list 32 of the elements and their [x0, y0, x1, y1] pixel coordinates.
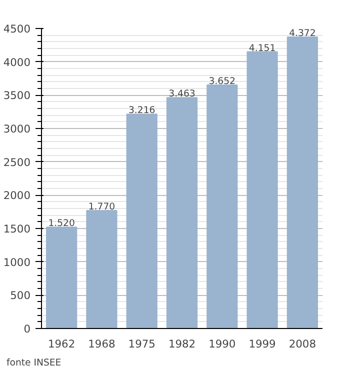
y-tick-label: 3000: [3, 122, 31, 136]
y-tick-label: 1500: [3, 222, 31, 236]
y-tick-label: 4000: [3, 56, 31, 69]
x-tick-label: 2008: [288, 338, 316, 350]
y-tick-label: 0: [24, 322, 31, 336]
x-tick-label: 1990: [208, 338, 236, 350]
bar: [166, 97, 198, 328]
bar: [126, 114, 158, 328]
data-label: 4.151: [248, 42, 276, 54]
data-label: 3.652: [208, 76, 236, 88]
y-tick-label: 500: [10, 289, 31, 302]
bar: [206, 84, 238, 328]
y-tick-label: 1000: [3, 256, 31, 269]
data-label: 4.372: [289, 28, 316, 40]
data-label: 3.463: [168, 88, 196, 100]
x-tick-label: 1962: [48, 338, 76, 350]
y-tick-label: 2000: [3, 189, 31, 202]
data-label: 1.520: [48, 218, 75, 230]
source-note: fonte INSEE: [6, 358, 62, 368]
bar: [246, 51, 278, 328]
y-tick-label: 2500: [3, 156, 31, 169]
bar: [286, 36, 318, 328]
x-tick-label: 1968: [88, 338, 116, 350]
y-tick-label: 4500: [3, 22, 31, 36]
data-label: 1.770: [88, 202, 116, 212]
x-tick-label: 1999: [248, 338, 276, 350]
bar: [46, 226, 78, 328]
bar: [86, 210, 118, 328]
data-label: 3.216: [128, 105, 156, 116]
x-tick-label: 1982: [168, 338, 196, 350]
x-tick-label: 1975: [128, 338, 156, 350]
y-tick-label: 3500: [3, 89, 31, 102]
